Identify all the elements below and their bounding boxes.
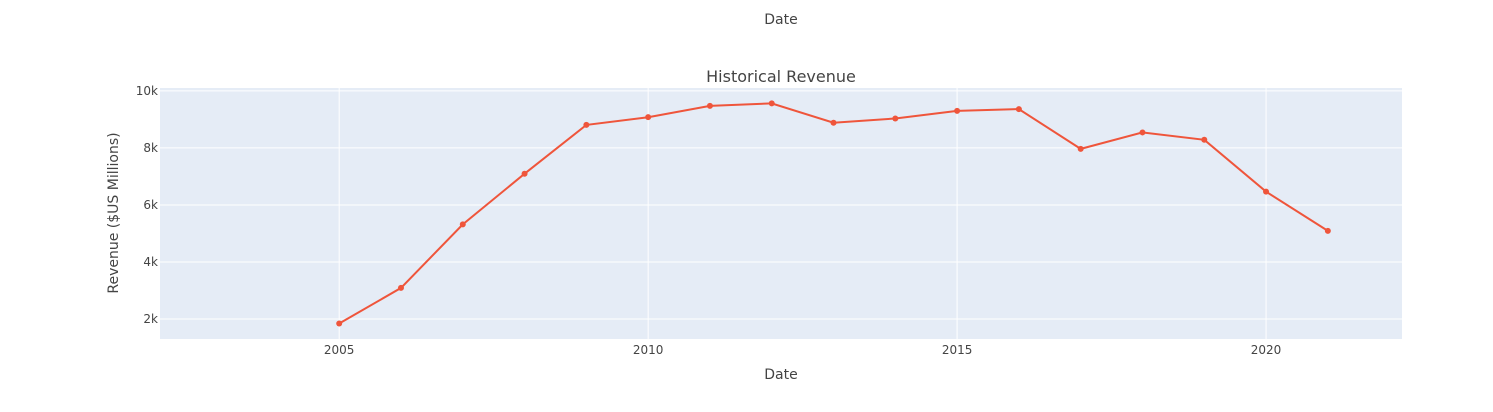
plot-area <box>160 88 1402 339</box>
x-tick-label: 2005 <box>324 343 355 357</box>
revenue-data-point <box>397 284 404 291</box>
revenue-data-point <box>645 114 652 121</box>
y-tick-label: 6k <box>143 198 158 212</box>
chart-title: Historical Revenue <box>706 67 856 86</box>
revenue-data-point <box>521 170 528 177</box>
y-tick-label: 8k <box>143 141 158 155</box>
revenue-data-point <box>459 221 466 228</box>
revenue-data-point <box>583 121 590 128</box>
revenue-data-point <box>1201 136 1208 143</box>
x-tick-label: 2010 <box>633 343 664 357</box>
x-tick-label: 2015 <box>942 343 973 357</box>
revenue-data-point <box>768 100 775 107</box>
revenue-data-point <box>1015 106 1022 113</box>
grid-lines <box>160 88 1402 339</box>
y-tick-label: 4k <box>143 255 158 269</box>
revenue-data-point <box>830 119 837 126</box>
x-axis-ticks: 2005 2010 2015 2020 <box>324 343 1281 357</box>
revenue-data-point <box>706 102 713 109</box>
revenue-data-point <box>1139 129 1146 136</box>
revenue-data-points <box>336 100 1331 327</box>
top-date-label: Date <box>764 12 797 28</box>
revenue-data-point <box>336 320 343 327</box>
y-tick-label: 2k <box>143 312 158 326</box>
revenue-data-point <box>1324 227 1331 234</box>
revenue-data-point <box>1263 188 1270 195</box>
revenue-data-point <box>1077 145 1084 152</box>
y-tick-label: 10k <box>136 84 158 98</box>
revenue-data-point <box>892 115 899 122</box>
y-axis-title: Revenue ($US Millions) <box>106 132 122 293</box>
x-tick-label: 2020 <box>1251 343 1282 357</box>
y-axis-ticks: 2k 4k 6k 8k 10k <box>136 84 158 326</box>
revenue-data-point <box>954 107 961 114</box>
x-axis-title: Date <box>764 367 797 383</box>
